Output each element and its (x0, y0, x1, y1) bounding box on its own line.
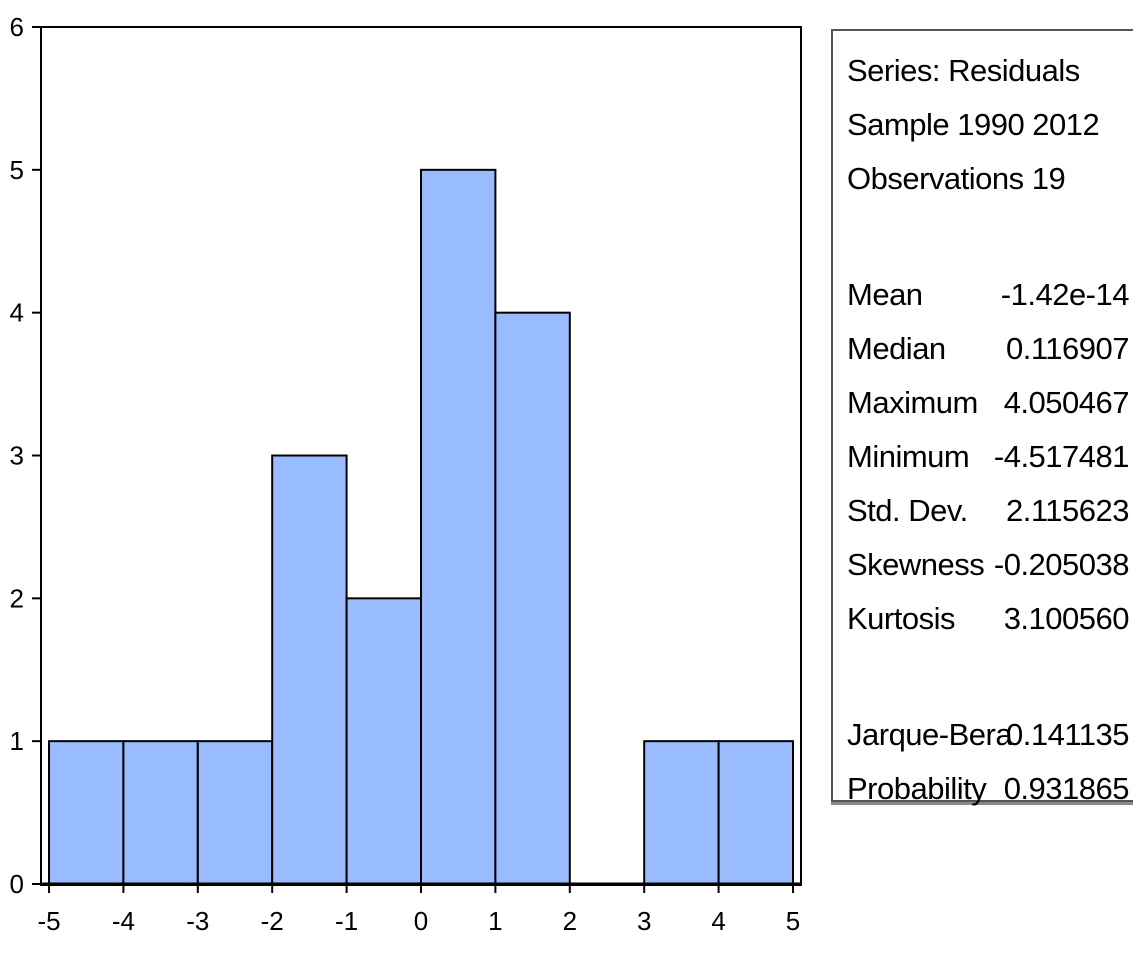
y-tick-label: 6 (10, 12, 24, 42)
stat-row-mean: Mean -1.42e-14 (847, 277, 1130, 317)
x-tick-label: 2 (563, 906, 577, 936)
stat-value: 0.141135 (1006, 717, 1130, 752)
x-tick-label: 4 (711, 906, 725, 936)
histogram-chart: -5 -4 -3 -2 -1 0 1 2 3 4 5 0 1 2 3 4 5 6 (10, 12, 802, 936)
series-name: Series: Residuals (847, 53, 1080, 88)
stat-row-jarque-bera: Jarque-Bera 0.141135 (847, 717, 1130, 757)
histogram-bar (420, 168, 497, 886)
stat-label: Maximum (847, 385, 978, 420)
x-tick-label: 1 (488, 906, 502, 936)
histogram-bars (48, 168, 794, 886)
histogram-bar (48, 740, 125, 886)
stat-label: Jarque-Bera (847, 717, 1013, 752)
y-tick-label: 4 (10, 298, 24, 328)
stat-value: -1.42e-14 (1000, 277, 1130, 312)
x-axis: -5 -4 -3 -2 -1 0 1 2 3 4 5 (37, 882, 801, 936)
y-tick-label: 1 (10, 726, 24, 756)
histogram-bar (196, 740, 274, 886)
x-tick-label: 5 (786, 906, 800, 936)
y-tick-label: 3 (10, 441, 24, 471)
stat-value: 4.050467 (1003, 385, 1130, 420)
stat-label: Median (847, 331, 946, 366)
stat-label: Probability (847, 771, 987, 806)
stat-row-kurtosis: Kurtosis 3.100560 (847, 601, 1130, 641)
y-axis: 0 1 2 3 4 5 6 (10, 12, 41, 899)
histogram-bar (271, 454, 348, 885)
histogram-bar (717, 740, 794, 886)
stat-row-maximum: Maximum 4.050467 (847, 385, 1130, 425)
y-tick-label: 5 (10, 155, 24, 185)
stat-label: Skewness (847, 547, 985, 582)
stat-value: -4.517481 (993, 439, 1130, 474)
stat-label: Kurtosis (847, 601, 955, 636)
x-tick-label: 3 (637, 906, 651, 936)
stat-row-skewness: Skewness -0.205038 (847, 547, 1130, 587)
x-tick-label: -3 (186, 906, 209, 936)
x-tick-label: -4 (112, 906, 135, 936)
histogram-bar (643, 740, 720, 886)
stat-row-median: Median 0.116907 (847, 331, 1130, 371)
stat-value: -0.205038 (993, 547, 1130, 582)
y-tick-label: 0 (10, 869, 24, 899)
sample-range: Sample 1990 2012 (847, 107, 1100, 142)
stat-value: 2.115623 (1006, 493, 1130, 528)
stat-value: 3.100560 (1003, 601, 1130, 636)
stat-value: 0.931865 (1003, 771, 1130, 806)
y-tick-label: 2 (10, 583, 24, 613)
statistics-panel: Series: Residuals Sample 1990 2012 Obser… (831, 29, 1133, 806)
x-tick-label: -2 (261, 906, 284, 936)
stat-row-minimum: Minimum -4.517481 (847, 439, 1130, 479)
stat-value: 0.116907 (1006, 331, 1130, 366)
histogram-bar (122, 740, 199, 886)
stat-label: Mean (847, 277, 923, 312)
observation-count: Observations 19 (847, 161, 1066, 196)
x-tick-label: -1 (335, 906, 358, 936)
stat-row-std-dev: Std. Dev. 2.115623 (847, 493, 1130, 533)
stat-label: Std. Dev. (847, 493, 968, 528)
histogram-bar (494, 311, 571, 885)
histogram-bar (345, 597, 423, 885)
stat-row-probability: Probability 0.931865 (847, 771, 1130, 811)
x-tick-label: 0 (414, 906, 428, 936)
x-tick-label: -5 (37, 906, 60, 936)
stat-label: Minimum (847, 439, 970, 474)
